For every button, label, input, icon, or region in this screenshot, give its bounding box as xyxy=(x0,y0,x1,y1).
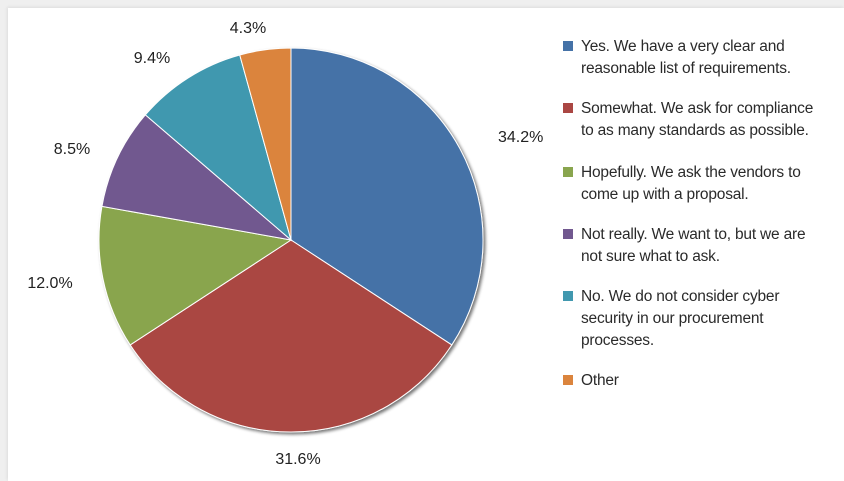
slice-value-label: 34.2% xyxy=(498,129,543,146)
legend-label: Hopefully. We ask the vendors to xyxy=(581,164,801,181)
legend-label: Somewhat. We ask for compliance xyxy=(581,100,814,117)
slice-value-label: 8.5% xyxy=(54,141,90,158)
legend-label: Not really. We want to, but we are xyxy=(581,226,806,243)
pie-slice-1[interactable] xyxy=(290,47,484,346)
pie-slice-5[interactable] xyxy=(144,54,292,242)
legend-swatch xyxy=(563,41,573,51)
slice-value-label: 4.3% xyxy=(230,20,266,37)
legend-swatch xyxy=(563,103,573,113)
legend-label: reasonable list of requirements. xyxy=(581,60,791,77)
legend-label: No. We do not consider cyber xyxy=(581,288,780,305)
legend-label: Other xyxy=(581,372,619,389)
pie-slice-2[interactable] xyxy=(129,239,453,433)
legend-label: not sure what to ask. xyxy=(581,248,720,265)
slice-value-label: 31.6% xyxy=(275,451,320,468)
pie-slice-6[interactable] xyxy=(239,47,292,241)
chart-card: 34.2% 31.6% 12.0% 8.5% 9.4% 4.3% Yes. We have… xyxy=(8,8,844,481)
legend-label: come up with a proposal. xyxy=(581,186,749,203)
legend-swatch xyxy=(563,229,573,239)
legend-label: to as many standards as possible. xyxy=(581,122,809,139)
pie-slice-4[interactable] xyxy=(101,114,293,241)
legend-item[interactable]: Yes. We have a very clear and reasonable … xyxy=(563,36,844,80)
legend-item[interactable]: Hopefully. We ask the vendors to come up … xyxy=(563,162,844,206)
legend-item[interactable]: No. We do not consider cyber security in … xyxy=(563,286,844,352)
legend-item[interactable]: Not really. We want to, but we are not su… xyxy=(563,224,844,268)
legend-label: security in our procurement xyxy=(581,310,764,327)
legend-swatch xyxy=(563,291,573,301)
legend-label: processes. xyxy=(581,332,654,349)
pie-chart: 34.2% 31.6% 12.0% 8.5% 9.4% 4.3% xyxy=(27,20,543,468)
legend-label: Yes. We have a very clear and xyxy=(581,38,785,55)
slice-value-label: 9.4% xyxy=(134,50,170,67)
pie-slices xyxy=(98,47,484,433)
pie-slice-3[interactable] xyxy=(98,205,293,346)
legend-swatch xyxy=(563,167,573,177)
legend-item[interactable]: Somewhat. We ask for compliance to as man… xyxy=(563,98,844,142)
legend-item[interactable]: Other xyxy=(563,370,844,392)
legend: Yes. We have a very clear and reasonable … xyxy=(563,36,844,392)
slice-value-label: 12.0% xyxy=(27,275,72,292)
legend-swatch xyxy=(563,375,573,385)
